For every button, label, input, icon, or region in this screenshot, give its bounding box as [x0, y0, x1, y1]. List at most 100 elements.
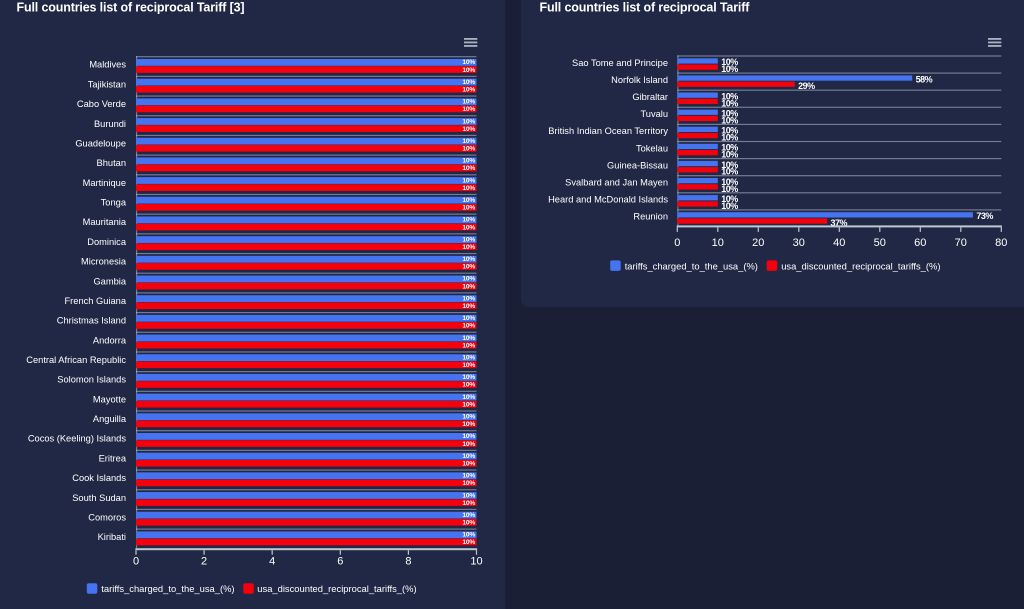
svg-text:10%: 10% — [462, 185, 475, 192]
svg-text:2: 2 — [201, 556, 207, 568]
svg-text:Cook Islands: Cook Islands — [72, 473, 126, 483]
svg-text:10%: 10% — [721, 160, 738, 170]
svg-text:10%: 10% — [462, 539, 475, 546]
svg-text:usa_discounted_reciprocal_tari: usa_discounted_reciprocal_tariffs_(%) — [257, 583, 416, 594]
svg-text:Martinique: Martinique — [83, 178, 126, 188]
svg-text:70: 70 — [955, 237, 967, 249]
svg-text:10%: 10% — [462, 165, 475, 172]
svg-text:Burundi: Burundi — [94, 119, 126, 129]
svg-text:Cabo Verde: Cabo Verde — [77, 99, 126, 109]
svg-text:10%: 10% — [462, 414, 475, 421]
svg-text:Maldives: Maldives — [89, 60, 126, 70]
svg-text:10%: 10% — [462, 197, 475, 204]
svg-text:10: 10 — [470, 556, 482, 568]
svg-text:58%: 58% — [916, 74, 933, 84]
svg-text:10%: 10% — [462, 532, 475, 539]
svg-text:20: 20 — [752, 237, 764, 249]
svg-text:4: 4 — [269, 556, 275, 568]
svg-text:Eritrea: Eritrea — [99, 453, 127, 463]
svg-text:10%: 10% — [462, 492, 475, 499]
svg-text:Cocos (Keeling) Islands: Cocos (Keeling) Islands — [28, 434, 127, 444]
svg-text:Mauritania: Mauritania — [83, 217, 127, 227]
svg-text:10%: 10% — [462, 441, 475, 448]
svg-text:Heard and McDonald Islands: Heard and McDonald Islands — [548, 195, 668, 205]
svg-text:10%: 10% — [462, 146, 475, 153]
svg-text:British Indian Ocean Territory: British Indian Ocean Territory — [548, 126, 668, 136]
svg-text:Full countries list of recipro: Full countries list of reciprocal Tariff — [540, 1, 751, 15]
svg-text:Bhutan: Bhutan — [97, 158, 126, 168]
svg-text:Sao Tome and Principe: Sao Tome and Principe — [572, 58, 668, 68]
svg-text:Tonga: Tonga — [101, 198, 127, 208]
svg-text:10%: 10% — [462, 264, 475, 271]
svg-text:10%: 10% — [462, 205, 475, 212]
svg-text:10%: 10% — [462, 460, 475, 467]
svg-text:Gambia: Gambia — [93, 276, 126, 286]
svg-text:8: 8 — [405, 556, 411, 568]
svg-text:6: 6 — [337, 556, 343, 568]
svg-text:Guinea-Bissau: Guinea-Bissau — [607, 160, 668, 170]
svg-text:10%: 10% — [721, 64, 738, 74]
svg-text:10%: 10% — [462, 303, 475, 310]
svg-text:Christmas Island: Christmas Island — [57, 316, 126, 326]
svg-text:10%: 10% — [462, 283, 475, 290]
svg-text:10%: 10% — [721, 194, 738, 204]
svg-text:10%: 10% — [721, 115, 738, 125]
svg-text:10%: 10% — [462, 342, 475, 349]
svg-text:10%: 10% — [462, 256, 475, 263]
svg-text:10%: 10% — [462, 59, 475, 66]
svg-text:10%: 10% — [721, 167, 738, 177]
svg-text:29%: 29% — [798, 81, 815, 91]
svg-text:10%: 10% — [462, 79, 475, 86]
svg-text:Andorra: Andorra — [93, 335, 127, 345]
svg-text:10%: 10% — [462, 276, 475, 283]
svg-text:Anguilla: Anguilla — [93, 414, 127, 424]
svg-text:Kiribati: Kiribati — [98, 532, 126, 542]
svg-text:Dominica: Dominica — [87, 237, 127, 247]
svg-text:tariffs_charged_to_the_usa_(%): tariffs_charged_to_the_usa_(%) — [625, 261, 758, 272]
svg-text:10%: 10% — [721, 132, 738, 142]
svg-text:10%: 10% — [462, 512, 475, 519]
svg-text:10%: 10% — [462, 453, 475, 460]
svg-text:10%: 10% — [462, 177, 475, 184]
svg-text:10%: 10% — [462, 244, 475, 251]
svg-text:French Guiana: French Guiana — [65, 296, 127, 306]
svg-text:Gibraltar: Gibraltar — [632, 92, 668, 102]
svg-text:50: 50 — [874, 237, 886, 249]
svg-text:10%: 10% — [462, 362, 475, 369]
svg-text:Tokelau: Tokelau — [636, 143, 668, 153]
svg-text:10%: 10% — [462, 382, 475, 389]
svg-text:10%: 10% — [462, 480, 475, 487]
svg-text:10%: 10% — [462, 421, 475, 428]
svg-text:Norfolk Island: Norfolk Island — [611, 75, 668, 85]
svg-text:10%: 10% — [462, 394, 475, 401]
svg-text:10%: 10% — [462, 99, 475, 106]
svg-text:10%: 10% — [462, 236, 475, 243]
svg-text:Mayotte: Mayotte — [93, 394, 126, 404]
svg-text:10%: 10% — [462, 295, 475, 302]
svg-text:80: 80 — [995, 237, 1007, 249]
svg-text:Reunion: Reunion — [633, 212, 668, 222]
svg-text:10%: 10% — [462, 86, 475, 93]
svg-text:10%: 10% — [721, 201, 738, 211]
svg-text:10%: 10% — [462, 126, 475, 133]
svg-text:10%: 10% — [462, 315, 475, 322]
svg-text:10%: 10% — [721, 91, 738, 101]
svg-text:tariffs_charged_to_the_usa_(%): tariffs_charged_to_the_usa_(%) — [101, 583, 234, 594]
svg-text:73%: 73% — [976, 211, 993, 221]
svg-text:10%: 10% — [462, 433, 475, 440]
svg-text:30: 30 — [793, 237, 805, 249]
svg-text:usa_discounted_reciprocal_tari: usa_discounted_reciprocal_tariffs_(%) — [781, 261, 940, 272]
svg-text:10%: 10% — [462, 500, 475, 507]
svg-text:10%: 10% — [462, 374, 475, 381]
svg-text:10%: 10% — [462, 473, 475, 480]
svg-text:10%: 10% — [721, 126, 738, 136]
svg-text:10%: 10% — [721, 57, 738, 67]
svg-text:10%: 10% — [462, 118, 475, 125]
svg-text:10%: 10% — [721, 98, 738, 108]
svg-text:Micronesia: Micronesia — [81, 257, 127, 267]
svg-text:10%: 10% — [462, 323, 475, 330]
svg-text:10%: 10% — [462, 138, 475, 145]
svg-text:10%: 10% — [462, 158, 475, 165]
svg-text:37%: 37% — [831, 218, 848, 228]
svg-text:10%: 10% — [721, 108, 738, 118]
